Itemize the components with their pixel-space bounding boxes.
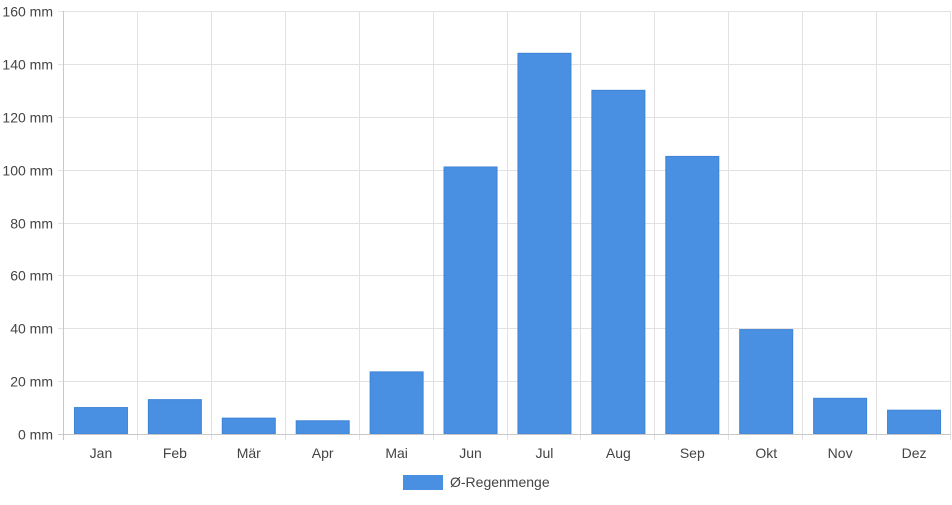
x-tick-label: Okt <box>755 445 777 461</box>
bar-dez[interactable] <box>887 409 942 435</box>
x-tick-label: Jul <box>536 445 554 461</box>
legend-swatch[interactable] <box>403 475 443 490</box>
x-tick-label: Jun <box>459 445 482 461</box>
bar-okt[interactable] <box>739 329 794 435</box>
y-tick-label: 100 mm <box>2 163 53 179</box>
x-tick-label: Nov <box>828 445 853 461</box>
x-tick-label: Mai <box>385 445 408 461</box>
y-axis-tick-labels: 0 mm 20 mm 40 mm 60 mm 80 mm 100 mm 120 mm 140 … <box>2 4 53 443</box>
bar-mai[interactable] <box>369 371 424 435</box>
bar-nov[interactable] <box>813 397 868 435</box>
bar-jan[interactable] <box>73 407 128 435</box>
y-tick-label: 120 mm <box>2 110 53 126</box>
axes <box>58 11 951 440</box>
y-tick-label: 60 mm <box>10 268 53 284</box>
x-tick-label: Feb <box>163 445 187 461</box>
x-tick-label: Apr <box>312 445 334 461</box>
bar-sep[interactable] <box>665 155 720 435</box>
legend[interactable]: Ø-Regenmenge <box>403 474 550 490</box>
bars <box>73 52 942 435</box>
grid <box>58 11 951 440</box>
x-axis-tick-labels: Jan Feb Mär Apr Mai Jun Jul Aug Sep Okt Nov Dez <box>90 445 927 461</box>
y-tick-label: 20 mm <box>10 374 53 390</box>
bar-mär[interactable] <box>221 417 276 435</box>
legend-label[interactable]: Ø-Regenmenge <box>450 474 550 490</box>
x-tick-label: Mär <box>237 445 261 461</box>
x-tick-label: Sep <box>680 445 705 461</box>
x-tick-label: Dez <box>902 445 927 461</box>
x-tick-label: Aug <box>606 445 631 461</box>
y-tick-label: 0 mm <box>18 427 53 443</box>
bar-jun[interactable] <box>443 166 498 435</box>
bar-apr[interactable] <box>295 420 350 435</box>
y-tick-label: 40 mm <box>10 321 53 337</box>
y-tick-label: 140 mm <box>2 57 53 73</box>
x-tick-label: Jan <box>90 445 113 461</box>
y-tick-label: 160 mm <box>2 4 53 20</box>
bar-feb[interactable] <box>147 399 202 435</box>
bar-aug[interactable] <box>591 89 646 435</box>
y-tick-label: 80 mm <box>10 216 53 232</box>
bar-jul[interactable] <box>517 52 572 435</box>
